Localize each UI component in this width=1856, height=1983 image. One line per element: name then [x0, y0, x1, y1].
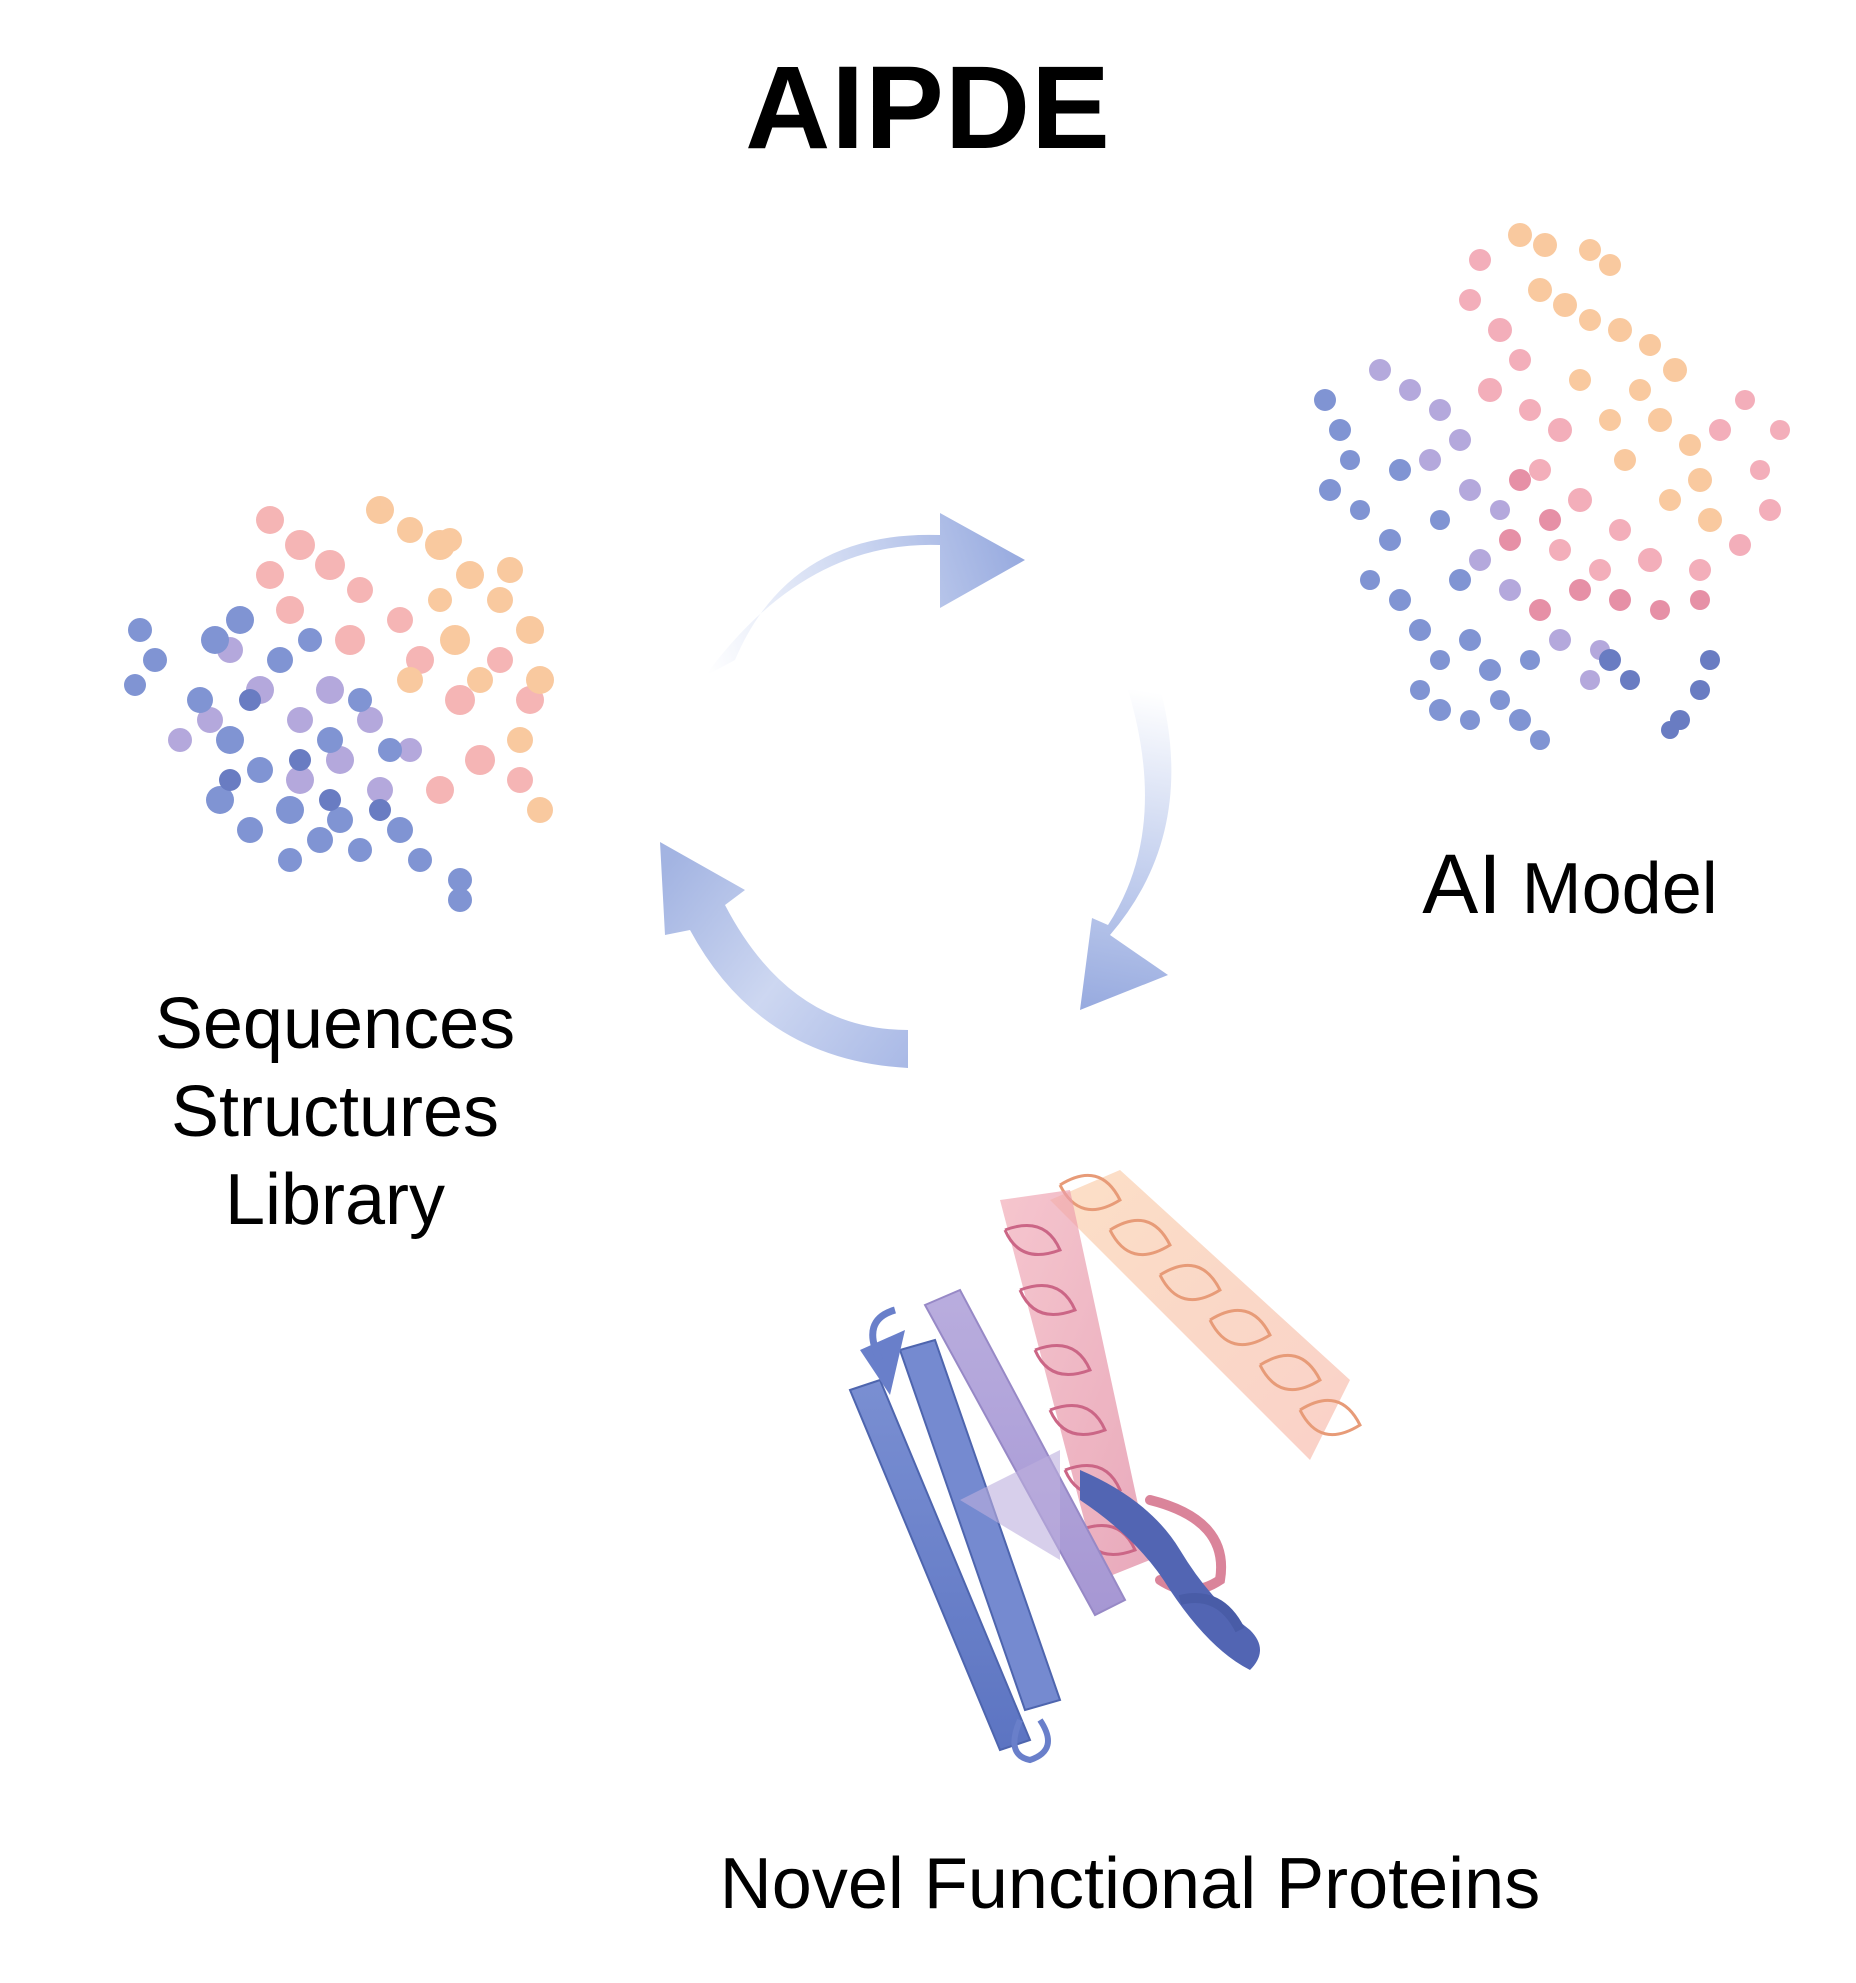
proteins-label: Novel Functional Proteins [719, 1844, 1541, 1924]
ai-model-label-prefix: AI [1422, 837, 1502, 931]
library-label-line-2: Structures [170, 1072, 500, 1152]
library-label-line-1: Sequences [154, 984, 516, 1064]
diagram-title: AIPDE [745, 42, 1111, 174]
library-label-line-3: Library [224, 1160, 446, 1240]
protein-helix-peach [1050, 1170, 1362, 1460]
protein-helix-blue [1080, 1470, 1260, 1670]
protein-sheet-blue [848, 1306, 1062, 1764]
protein-ribbon-structure [848, 1170, 1362, 1764]
cycle-arrow-proteins-to-library [660, 842, 908, 1068]
ai-model-label: AI Model [1380, 840, 1760, 933]
library-label: Sequences Structures Library [100, 980, 570, 1244]
library-point-cloud [124, 496, 554, 912]
ai-model-label-suffix: Model [1521, 849, 1718, 929]
cycle-arrow-ai-to-proteins [1080, 680, 1172, 1010]
cycle-arrow-library-to-ai [705, 513, 1025, 676]
ai-model-point-cloud [1314, 223, 1790, 750]
